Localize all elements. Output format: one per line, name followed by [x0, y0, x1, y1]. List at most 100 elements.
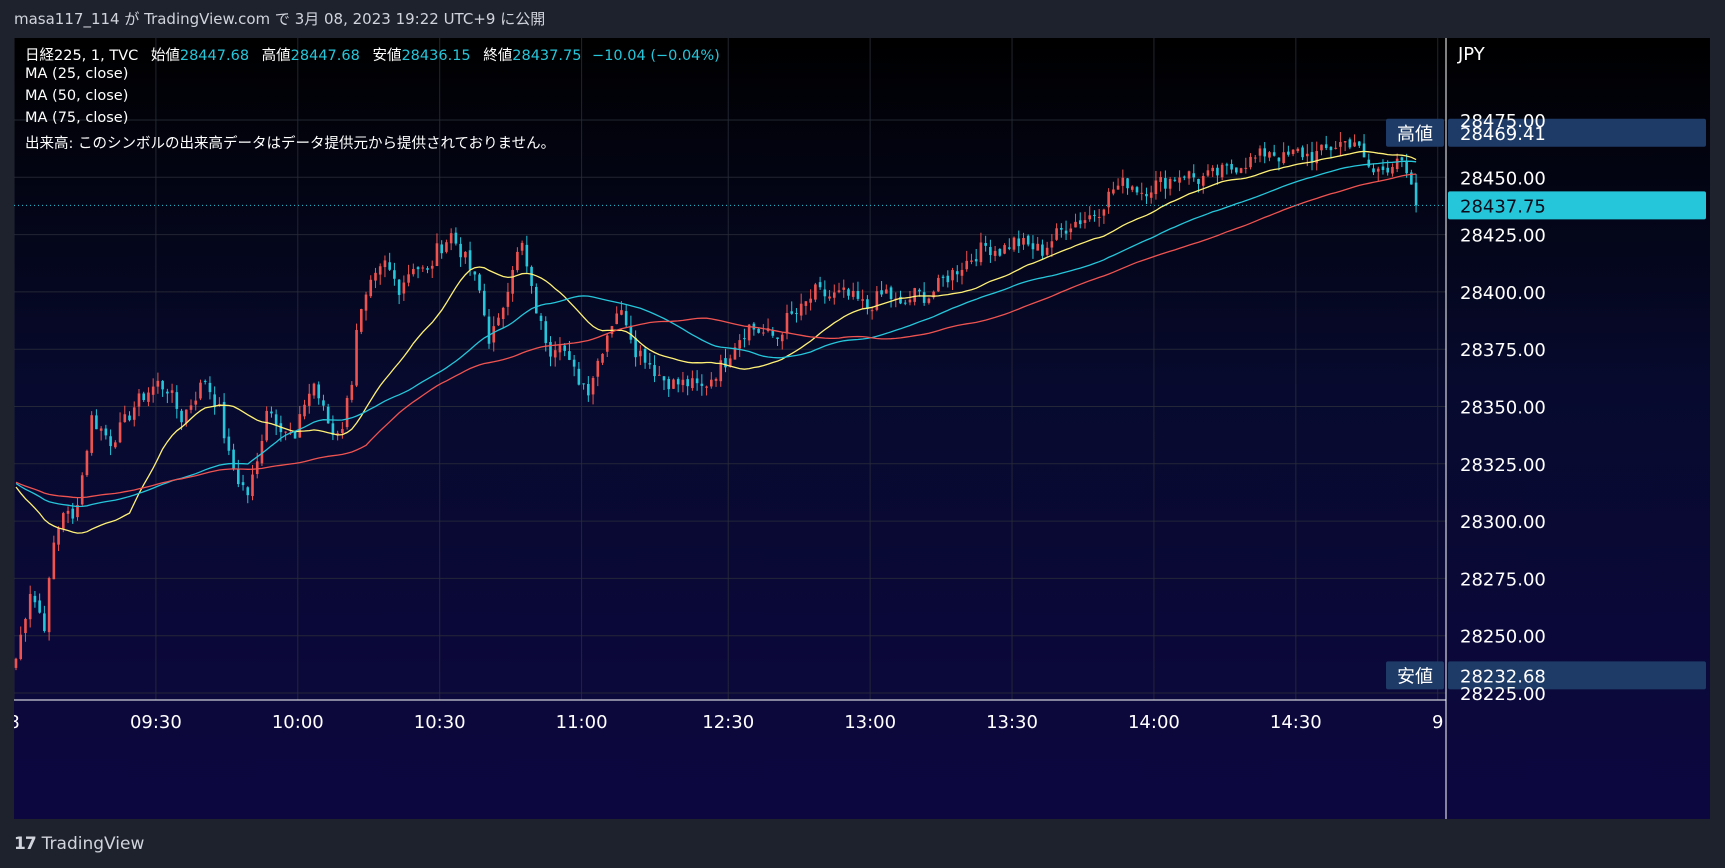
y-tick-label: 28375.00	[1460, 340, 1546, 361]
candle-body	[237, 468, 240, 485]
x-tick-label: 13:00	[844, 712, 896, 733]
candle-body	[1372, 168, 1375, 173]
candle-body	[676, 379, 680, 385]
ma75-legend[interactable]: MA (75, close)	[25, 110, 129, 126]
candle-body	[369, 279, 373, 297]
candle-body	[492, 326, 496, 343]
candle-body	[780, 334, 784, 342]
candle-body	[1201, 176, 1205, 186]
ma75-line	[15, 173, 1417, 499]
candle-body	[710, 379, 713, 387]
chart-frame[interactable]: 28469.41 高値 28437.75 28232.68 安値 JPY 28475.00…	[14, 38, 1710, 819]
candle-body	[1183, 176, 1186, 178]
candle-body	[213, 394, 216, 408]
candle-body	[14, 658, 18, 668]
candle-body	[161, 381, 164, 390]
candle-body	[790, 311, 794, 314]
candle-body	[511, 269, 514, 294]
candle-body	[870, 310, 874, 312]
y-tick-label: 28300.00	[1460, 512, 1546, 533]
candle-body	[1088, 215, 1092, 220]
candle-body	[241, 482, 245, 486]
candle-body	[1022, 237, 1025, 245]
candle-body	[974, 259, 978, 262]
low-label-text: 安値	[1397, 666, 1433, 687]
candle-body	[57, 528, 60, 545]
candle-body	[1310, 152, 1314, 163]
candle-body	[582, 383, 585, 385]
candle-body	[747, 324, 751, 341]
candle-body	[1263, 148, 1267, 157]
candle-body	[743, 338, 746, 340]
candle-body	[383, 260, 387, 268]
ma25-legend[interactable]: MA (25, close)	[25, 66, 129, 82]
candle-body	[445, 242, 448, 252]
candle-body	[95, 415, 98, 430]
candle-body	[1386, 167, 1389, 173]
candle-body	[1130, 186, 1134, 190]
candle-body	[1064, 230, 1068, 234]
chart-canvas[interactable]: 28469.41 高値 28437.75 28232.68 安値 JPY 28475.00…	[14, 38, 1710, 819]
candle-body	[1358, 141, 1361, 146]
candle-body	[255, 461, 259, 475]
y-tick-label: 28475.00	[1460, 111, 1546, 132]
candle-body	[331, 423, 335, 435]
candle-body	[421, 267, 425, 269]
candle-body	[544, 321, 548, 344]
candle-body	[1045, 247, 1049, 255]
x-tick-label: 11:00	[556, 712, 608, 733]
candle-body	[1258, 148, 1262, 156]
candle-body	[435, 243, 439, 267]
tradingview-logo[interactable]: 𝟭𝟳 TradingView	[14, 834, 144, 854]
candle-body	[951, 269, 954, 281]
candle-body	[885, 289, 888, 294]
candle-body	[468, 250, 472, 270]
candle-body	[719, 360, 723, 382]
high-tag-text: 28469.41	[1460, 124, 1546, 145]
candle-body	[880, 290, 883, 295]
candle-body	[274, 414, 278, 426]
candle-body	[1324, 144, 1328, 149]
candle-body	[927, 298, 931, 303]
x-tick-label: 14:00	[1128, 712, 1180, 733]
ma50-legend[interactable]: MA (50, close)	[25, 88, 129, 104]
last-tag	[1448, 191, 1706, 220]
candle-body	[1391, 167, 1394, 174]
candle-body	[227, 436, 231, 451]
candle-body	[1145, 193, 1148, 197]
candle-body	[1083, 220, 1087, 223]
candle-body	[104, 428, 108, 436]
candle-body	[1116, 185, 1120, 190]
candle-body	[147, 392, 150, 402]
candle-body	[90, 415, 93, 453]
ma25-line	[15, 150, 1417, 534]
candle-body	[464, 251, 467, 258]
candle-body	[572, 359, 576, 367]
x-tick-label: 13:30	[986, 712, 1038, 733]
candle-body	[903, 302, 907, 304]
candle-body	[1376, 168, 1380, 172]
candle-body	[577, 368, 581, 385]
candle-body	[856, 291, 860, 299]
candle-body	[128, 415, 131, 421]
candle-body	[899, 296, 902, 304]
candle-body	[473, 271, 477, 275]
candle-body	[501, 307, 505, 319]
candle-body	[270, 411, 273, 414]
candle-body	[832, 292, 836, 298]
candle-body	[1343, 141, 1347, 143]
candle-body	[482, 290, 486, 316]
candle-body	[203, 380, 207, 382]
x-tick-label: 10:30	[414, 712, 466, 733]
candle-body	[170, 390, 174, 393]
candle-body	[639, 350, 642, 357]
candle-body	[24, 618, 27, 634]
price-lines: 28469.41 高値 28437.75 28232.68 安値	[14, 118, 1706, 690]
candle-body	[1220, 164, 1224, 178]
candle-body	[52, 542, 56, 580]
close-value: 28437.75	[512, 48, 582, 64]
candle-body	[601, 353, 604, 363]
candle-body	[393, 270, 396, 279]
candle-body	[1230, 164, 1233, 170]
candle-body	[1102, 209, 1106, 216]
